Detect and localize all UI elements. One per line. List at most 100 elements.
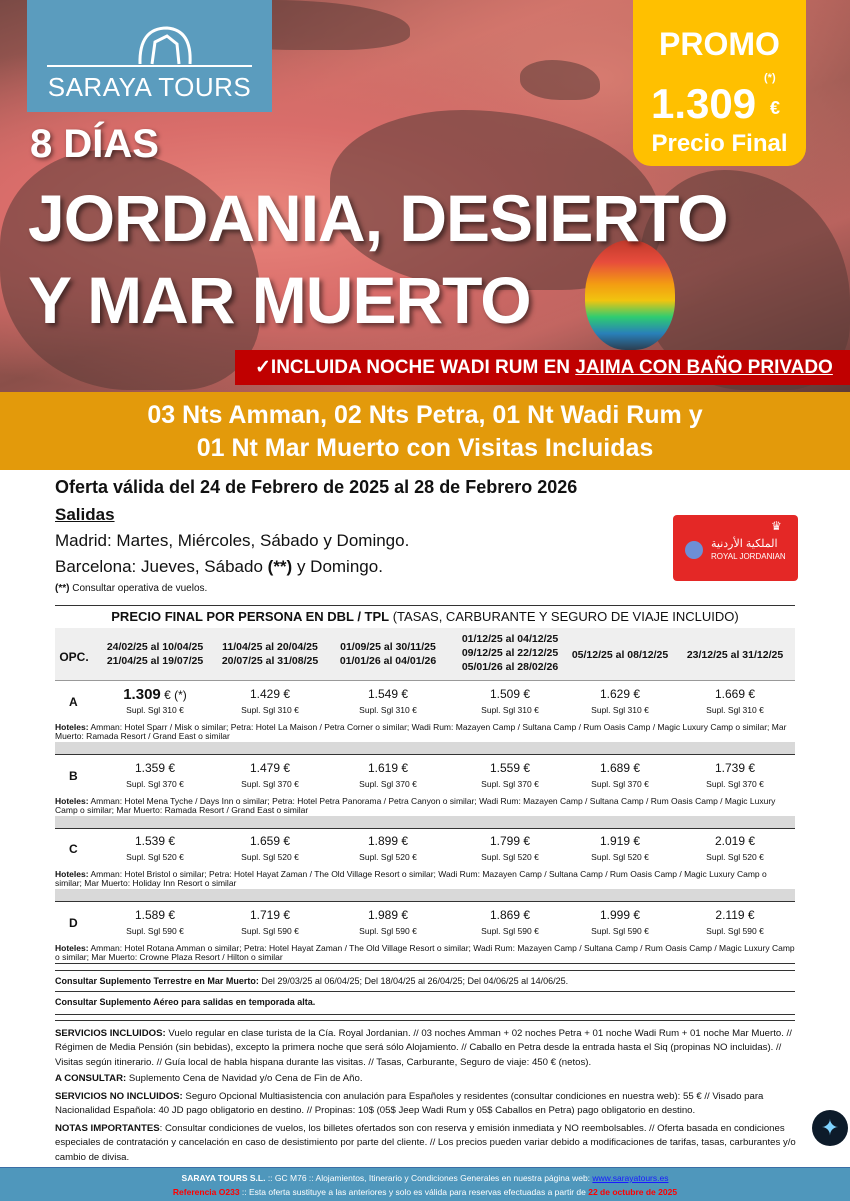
- services-included-label: SERVICIOS INCLUIDOS:: [55, 1028, 166, 1039]
- hotels-label: Hoteles:: [55, 722, 89, 732]
- hotels-list: Amman: Hotel Rotana Amman o similar; Pet…: [55, 943, 795, 962]
- single-supplement: Supl. Sgl 370 €: [481, 779, 539, 789]
- row-separator: [55, 816, 795, 829]
- services-not-included: SERVICIOS NO INCLUIDOS: Seguro Opcional …: [55, 1090, 797, 1119]
- airline-arabic-name: الملكية الأردنية: [711, 538, 778, 550]
- website-link[interactable]: www.sarayatours.es: [592, 1173, 669, 1183]
- single-supplement: Supl. Sgl 520 €: [591, 852, 649, 862]
- price-cell: 1.589 €: [134, 908, 176, 922]
- price-cell: 1.559 €: [489, 761, 531, 775]
- price-cell: 1.799 €: [489, 834, 531, 848]
- price-cell: 1.509 €: [489, 687, 531, 701]
- table-row: D 1.589 € Supl. Sgl 590 € 1.719 € Supl. Sgl …: [55, 902, 795, 964]
- price-cell: 1.359 €: [134, 761, 176, 775]
- terrestre-note: Consultar Suplemento Terrestre en Mar Mu…: [55, 976, 568, 986]
- single-supplement: Supl. Sgl 590 €: [481, 926, 539, 936]
- divider: [55, 991, 795, 992]
- single-supplement: Supl. Sgl 520 €: [481, 852, 539, 862]
- single-supplement: Supl. Sgl 370 €: [126, 779, 184, 789]
- column-date-range: 21/04/25 al 19/07/25: [106, 655, 204, 667]
- promo-badge: PROMO (*) 1.309 € Precio Final: [633, 0, 806, 166]
- price-cell: 1.479 €: [249, 761, 291, 775]
- flight-note: (**) Consultar operativa de vuelos.: [55, 583, 207, 594]
- column-date-range: 09/12/25 al 22/12/25: [461, 647, 559, 659]
- hotels-text: Hoteles: Amman: Hotel Rotana Amman o sim…: [55, 944, 795, 962]
- promo-label: PROMO: [659, 26, 780, 62]
- single-supplement: Supl. Sgl 590 €: [126, 926, 184, 936]
- row-separator: [55, 742, 795, 755]
- barcelona-suffix: y Domingo.: [292, 557, 383, 576]
- hotels-list: Amman: Hotel Sparr / Misk o similar; Pet…: [55, 722, 787, 741]
- column-date-range: 05/01/26 al 28/02/26: [461, 661, 559, 673]
- footer-text: :: GC M76 :: Alojamientos, Itinerario y …: [265, 1173, 593, 1183]
- price-suffix: € (*): [160, 688, 187, 702]
- price-cell: 1.869 €: [489, 908, 531, 922]
- column-header: 11/04/25 al 20/04/25 20/07/25 al 31/08/25: [210, 640, 330, 668]
- royal-jordanian-logo: ♛ الملكية الأردنية ROYAL JORDANIAN: [673, 515, 798, 581]
- banner-highlight: JAIMA CON BAÑO PRIVADO: [575, 357, 833, 378]
- single-supplement: Supl. Sgl 310 €: [359, 705, 417, 715]
- offer-validity: Oferta válida del 24 de Febrero de 2025 …: [55, 477, 578, 497]
- column-date-range: 05/12/25 al 08/12/25: [571, 649, 669, 661]
- price-cell: 1.539 €: [134, 834, 176, 848]
- column-header: 05/12/25 al 08/12/25: [560, 648, 680, 662]
- divider: [55, 963, 795, 964]
- flight-note-mark: (**): [55, 583, 70, 594]
- hotels-text: Hoteles: Amman: Hotel Mena Tyche / Days …: [55, 797, 795, 815]
- important-notes: NOTAS IMPORTANTES: Consultar condiciones…: [55, 1122, 797, 1165]
- single-supplement: Supl. Sgl 310 €: [481, 705, 539, 715]
- flight-note-text: Consultar operativa de vuelos.: [69, 583, 208, 594]
- table-row: C 1.539 € Supl. Sgl 520 € 1.659 € Supl. Sgl …: [55, 828, 795, 890]
- single-supplement: Supl. Sgl 310 €: [706, 705, 764, 715]
- services-not-included-text: Seguro Opcional Multiasistencia con anul…: [55, 1091, 764, 1117]
- divider: [55, 970, 795, 971]
- divider: [55, 605, 795, 606]
- itinerary-line1: 03 Nts Amman, 02 Nts Petra, 01 Nt Wadi R…: [147, 401, 703, 429]
- saraya-tours-logo: SARAYA TOURS: [27, 0, 272, 112]
- important-notes-text: : Consultar condiciones de vuelos, los b…: [55, 1123, 796, 1163]
- divider: [55, 1020, 795, 1021]
- single-supplement: Supl. Sgl 520 €: [126, 852, 184, 862]
- salidas-heading: Salidas: [55, 505, 115, 524]
- page-title-line2: Y MAR MUERTO: [28, 263, 532, 337]
- single-supplement: Supl. Sgl 520 €: [241, 852, 299, 862]
- footer-company: SARAYA TOURS S.L.: [181, 1173, 266, 1183]
- trip-duration: 8 DÍAS: [30, 122, 159, 166]
- hotels-label: Hoteles:: [55, 943, 89, 953]
- hot-air-balloon-image: [585, 240, 675, 350]
- price-table-title: PRECIO FINAL POR PERSONA EN DBL / TPL (T…: [55, 609, 795, 624]
- hotels-list: Amman: Hotel Mena Tyche / Days Inn o sim…: [55, 796, 776, 815]
- hotels-label: Hoteles:: [55, 796, 89, 806]
- column-header: 24/02/25 al 10/04/25 21/04/25 al 19/07/25: [95, 640, 215, 668]
- banner-text: ✓INCLUIDA NOCHE WADI RUM EN: [255, 357, 576, 378]
- footer-validity-text: :: Esta oferta sustituye a las anteriore…: [239, 1187, 589, 1197]
- crown-icon: ♛: [771, 519, 782, 533]
- a-consultar-text: Suplemento Cena de Navidad y/o Cena de F…: [126, 1073, 363, 1084]
- single-supplement: Supl. Sgl 590 €: [706, 926, 764, 936]
- single-supplement: Supl. Sgl 370 €: [706, 779, 764, 789]
- a-consultar-label: A CONSULTAR:: [55, 1073, 127, 1084]
- single-supplement: Supl. Sgl 520 €: [706, 852, 764, 862]
- price-cell: 2.119 €: [715, 908, 755, 922]
- promo-currency: €: [770, 98, 781, 118]
- option-label: C: [69, 842, 78, 856]
- departures-barcelona: Barcelona: Jueves, Sábado (**) y Domingo…: [55, 557, 383, 577]
- option-label: B: [69, 769, 78, 783]
- price-cell: 2.019 €: [714, 834, 756, 848]
- table-title-bold: PRECIO FINAL POR PERSONA EN DBL / TPL: [111, 609, 390, 624]
- terrestre-label: Consultar Suplemento Terrestre en Mar Mu…: [55, 976, 259, 986]
- table-row: B 1.359 € Supl. Sgl 370 € 1.479 € Supl. Sgl …: [55, 755, 795, 817]
- column-date-range: 11/04/25 al 20/04/25: [222, 641, 318, 653]
- single-supplement: Supl. Sgl 310 €: [241, 705, 299, 715]
- services-included-text: Vuelo regular en clase turista de la Cía…: [55, 1028, 792, 1068]
- price-cell: 1.989 €: [367, 908, 409, 922]
- itinerary-band: 03 Nts Amman, 02 Nts Petra, 01 Nt Wadi R…: [0, 392, 850, 470]
- aereo-note: Consultar Suplemento Aéreo para salidas …: [55, 997, 316, 1007]
- single-supplement: Supl. Sgl 590 €: [241, 926, 299, 936]
- column-header: 01/12/25 al 04/12/25 09/12/25 al 22/12/25…: [445, 632, 575, 674]
- column-date-range: 01/12/25 al 04/12/25: [461, 633, 559, 645]
- divider: [55, 1014, 795, 1015]
- assistant-app-icon[interactable]: ✦: [812, 1110, 848, 1146]
- departures-madrid: Madrid: Martes, Miércoles, Sábado y Domi…: [55, 531, 410, 550]
- barcelona-text: Barcelona: Jueves, Sábado: [55, 557, 268, 576]
